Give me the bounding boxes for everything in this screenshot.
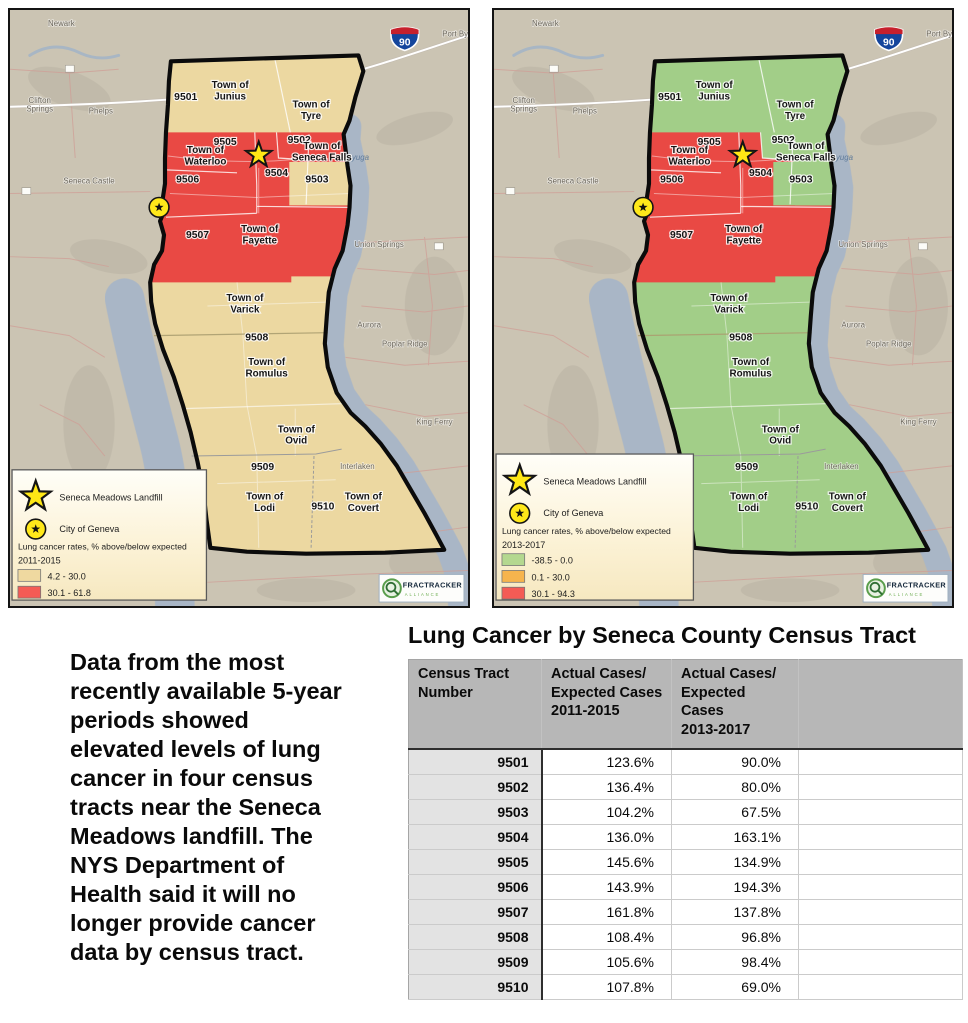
table-title: Lung Cancer by Seneca County Census Trac…	[408, 622, 916, 648]
map-2011-2015: Seneca Meadows Landfill City of Geneva L…	[8, 8, 470, 608]
legend-swatch	[17, 569, 42, 582]
legend-swatch	[17, 585, 42, 599]
col-header-2013-2017: Actual Cases/ Expected Cases 2013-2017	[671, 659, 799, 751]
table-row: 9505 145.6% 134.9%	[408, 849, 963, 876]
maps-row: Seneca Meadows Landfill City of Geneva L…	[8, 8, 954, 608]
bottom-section: Data from the most recently available 5-…	[0, 622, 968, 1001]
legend-period: 2013-2017	[502, 540, 545, 550]
svg-text:0.1 - 30.0: 0.1 - 30.0	[532, 572, 570, 582]
svg-text:City of Geneva: City of Geneva	[59, 524, 120, 534]
svg-text:City of Geneva: City of Geneva	[543, 508, 604, 518]
map-2013-2017: Seneca Meadows Landfill City of Geneva L…	[492, 8, 954, 608]
table-row: 9504 136.0% 163.1%	[408, 824, 963, 851]
svg-text:Seneca Meadows Landfill: Seneca Meadows Landfill	[59, 492, 162, 502]
legend-geneva-icon	[509, 502, 531, 524]
legend-2013-2017: Seneca Meadows Landfill City of Geneva L…	[495, 453, 695, 601]
table-row: 9501 123.6% 90.0%	[408, 749, 963, 776]
table-row: 9503 104.2% 67.5%	[408, 799, 963, 826]
legend-geneva-icon	[25, 518, 47, 540]
col-header-tract: Census Tract Number	[408, 659, 542, 751]
census-table-section: Lung Cancer by Seneca County Census Trac…	[408, 622, 966, 1001]
svg-text:Lung cancer rates, % above/bel: Lung cancer rates, % above/below expecte…	[18, 542, 187, 552]
legend-swatch	[501, 570, 526, 583]
svg-text:30.1 - 94.3: 30.1 - 94.3	[532, 589, 575, 599]
svg-text:Seneca Meadows Landfill: Seneca Meadows Landfill	[543, 477, 646, 487]
svg-text:Lung cancer rates, % above/bel: Lung cancer rates, % above/below expecte…	[502, 526, 671, 536]
svg-text:30.1 - 61.8: 30.1 - 61.8	[48, 588, 91, 598]
col-header-empty	[798, 659, 963, 751]
table-header-row: Census Tract Number Actual Cases/ Expect…	[408, 659, 963, 751]
col-header-2011-2015: Actual Cases/ Expected Cases 2011-2015	[541, 659, 672, 751]
svg-text:-38.5 - 0.0: -38.5 - 0.0	[532, 556, 573, 566]
legend-2011-2015: Seneca Meadows Landfill City of Geneva L…	[11, 469, 208, 601]
table-row: 9509 105.6% 98.4%	[408, 949, 963, 976]
census-table: Census Tract Number Actual Cases/ Expect…	[408, 659, 963, 1001]
table-row: 9506 143.9% 194.3%	[408, 874, 963, 901]
table-row: 9510 107.8% 69.0%	[408, 974, 963, 1001]
legend-period: 2011-2015	[18, 556, 61, 566]
legend-swatch	[501, 553, 526, 566]
table-row: 9502 136.4% 80.0%	[408, 774, 963, 801]
svg-text:4.2 - 30.0: 4.2 - 30.0	[48, 571, 86, 581]
table-row: 9507 161.8% 137.8%	[408, 899, 963, 926]
table-row: 9508 108.4% 96.8%	[408, 924, 963, 951]
legend-swatch	[501, 586, 526, 600]
caption-text: Data from the most recently available 5-…	[70, 649, 342, 965]
